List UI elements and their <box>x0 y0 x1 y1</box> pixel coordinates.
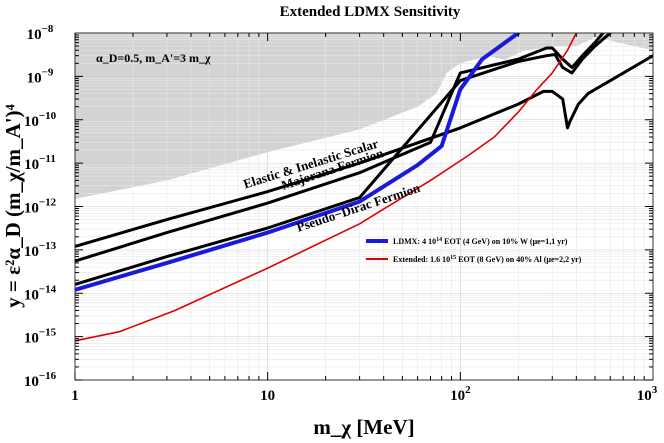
series-line-3 <box>75 33 521 292</box>
legend: LDMX: 4 1014 EOT (4 GeV) on 10% W (μe=1,… <box>366 237 582 264</box>
axis-ticks <box>74 33 653 381</box>
legend-entry-0: LDMX: 4 1014 EOT (4 GeV) on 10% W (μe=1,… <box>393 237 568 246</box>
x-tick-label: 1 <box>71 388 79 404</box>
y-tick-label: 10−12 <box>24 197 57 217</box>
series-line-2 <box>75 33 612 286</box>
y-tick-label: 10−16 <box>24 370 57 390</box>
parameter-annotation: α_D=0.5, m_A'=3 m_χ <box>96 51 211 65</box>
chart-title: Extended LDMX Sensitivity <box>280 4 461 20</box>
series-line-4 <box>75 33 578 342</box>
series <box>75 33 653 342</box>
x-axis-label: m_χ [MeV] <box>313 415 414 439</box>
x-tick-label: 102 <box>450 384 471 404</box>
y-tick-label: 10−15 <box>24 327 57 347</box>
x-tick-label: 10 <box>260 388 275 404</box>
legend-entry-1: Extended: 1.6 1015 EOT (8 GeV) on 40% Al… <box>393 255 582 264</box>
y-axis-label: y = ε²α_D (m_χ/m_A')⁴ <box>1 103 25 307</box>
series-line-0 <box>75 54 653 248</box>
y-tick-label: 10−11 <box>24 153 56 173</box>
y-tick-label: 10−9 <box>27 66 54 86</box>
y-tick-label: 10−10 <box>24 110 57 130</box>
x-tick-label: 103 <box>637 384 658 404</box>
series-line-1 <box>75 33 605 263</box>
y-tick-label: 10−13 <box>24 240 57 260</box>
y-tick-label: 10−14 <box>24 283 57 303</box>
excluded-region <box>75 33 653 199</box>
y-tick-label: 10−8 <box>27 23 54 43</box>
